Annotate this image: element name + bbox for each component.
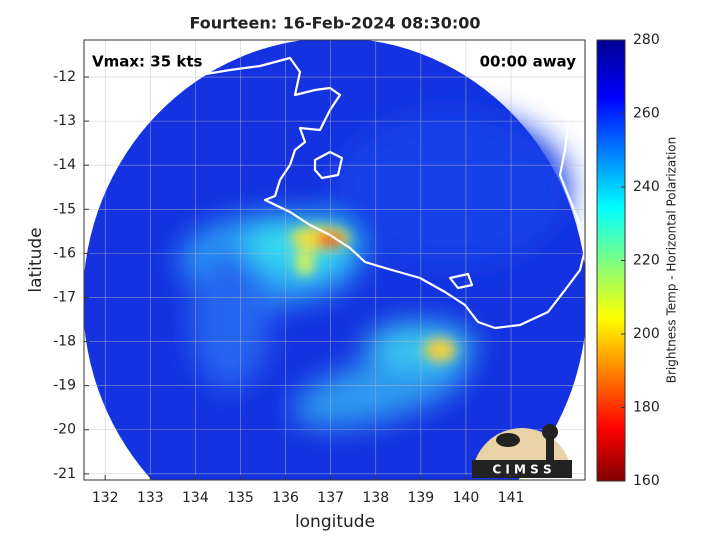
y-tick-label: -14	[53, 157, 76, 173]
y-tick-label: -13	[53, 113, 76, 129]
y-tick-label: -19	[53, 378, 76, 394]
annotation: 00:00 away	[480, 53, 577, 71]
logo: C I M S S	[472, 424, 572, 478]
x-tick-label: 132	[92, 490, 119, 506]
y-tick-label: -21	[53, 466, 76, 482]
annotation: Vmax: 35 kts	[92, 53, 202, 71]
chart-title: Fourteen: 16-Feb-2024 08:30:00	[189, 14, 480, 33]
colorbar-tick-label: 160	[633, 473, 660, 489]
y-tick-label: -15	[53, 201, 76, 217]
y-tick-label: -20	[53, 422, 76, 438]
y-tick-label: -16	[53, 245, 76, 261]
x-tick-label: 135	[227, 490, 254, 506]
plot-frame	[83, 39, 586, 481]
x-tick-label: 141	[498, 490, 525, 506]
x-tick-label: 139	[407, 490, 434, 506]
x-tick-label: 140	[453, 490, 480, 506]
x-tick-label: 133	[137, 490, 164, 506]
y-tick-label: -17	[53, 289, 76, 305]
colorbar	[596, 39, 626, 482]
y-axis-label: latitude	[26, 227, 46, 292]
logo-text: C I M S S	[492, 463, 551, 477]
colorbar-tick-label: 260	[633, 106, 660, 122]
colorbar-tick-label: 280	[633, 32, 660, 48]
x-axis-label: longitude	[295, 512, 375, 532]
y-tick-label: -18	[53, 334, 76, 350]
colorbar-tick-label: 240	[633, 179, 660, 195]
colorbar-tick-label: 220	[633, 253, 660, 269]
x-tick-label: 136	[272, 490, 299, 506]
y-tick-label: -12	[53, 69, 76, 85]
x-tick-label: 134	[182, 490, 209, 506]
colorbar-tick-label: 200	[633, 326, 660, 342]
colorbar-tick-label: 180	[633, 400, 660, 416]
x-tick-label: 137	[317, 490, 344, 506]
colorbar-label: Brightness Temp - Horizontal Polarizatio…	[665, 137, 679, 384]
x-tick-label: 138	[362, 490, 389, 506]
satellite-image	[84, 40, 585, 480]
